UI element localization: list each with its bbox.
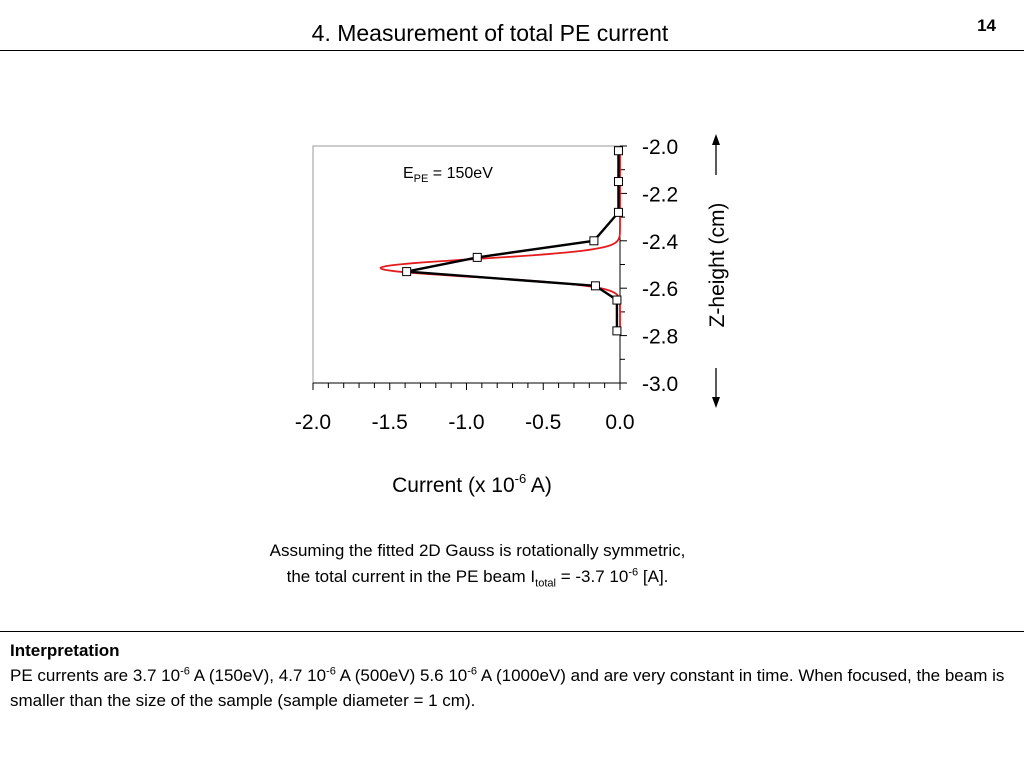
x-tick-label: -2.0 bbox=[295, 411, 331, 434]
data-point-marker bbox=[612, 295, 622, 305]
x-tick-label: -1.0 bbox=[448, 411, 484, 434]
data-point-marker bbox=[613, 177, 623, 187]
data-point-marker bbox=[590, 281, 600, 291]
interpretation-text: PE currents are 3.7 10-6 A (150eV), 4.7 … bbox=[10, 665, 1005, 710]
x-tick-label: -0.5 bbox=[525, 411, 561, 434]
z-axis-arrow-up bbox=[712, 134, 720, 175]
y-tick-label: -2.6 bbox=[642, 278, 678, 301]
interpretation-divider bbox=[0, 631, 1024, 632]
y-tick-label: -2.2 bbox=[642, 183, 678, 206]
z-axis-arrow-down bbox=[712, 368, 720, 408]
caption-line-2: the total current in the PE beam Itotal … bbox=[286, 566, 669, 590]
title-divider bbox=[0, 50, 1024, 51]
data-point-marker bbox=[589, 236, 599, 246]
interpretation-heading: Interpretation bbox=[10, 641, 120, 660]
data-point-marker bbox=[402, 267, 412, 277]
x-axis: -2.0 -1.5 -1.0 -0.5 0.0 bbox=[295, 382, 635, 434]
pe-current-chart: -2.0 -1.5 -1.0 -0.5 0.0 -2.0 -2.2 -2.4 -2.6 -2.8… bbox=[295, 134, 729, 497]
page-number: 14 bbox=[977, 16, 996, 35]
data-point-marker bbox=[612, 326, 622, 336]
y-tick-label: -3.0 bbox=[642, 373, 678, 396]
slide-title: 4. Measurement of total PE current bbox=[311, 20, 669, 46]
data-layer bbox=[402, 146, 623, 336]
result-caption: Assuming the fitted 2D Gauss is rotation… bbox=[0, 538, 955, 590]
caption-line-1: Assuming the fitted 2D Gauss is rotation… bbox=[269, 541, 686, 560]
y-axis-title: Z-height (cm) bbox=[706, 203, 729, 328]
x-tick-label: -1.5 bbox=[372, 411, 408, 434]
energy-annotation: EPE = 150eV bbox=[403, 165, 493, 185]
y-tick-label: -2.4 bbox=[642, 231, 679, 254]
interpretation-section: Interpretation PE currents are 3.7 10-6 … bbox=[10, 638, 1010, 713]
x-axis-title: Current (x 10-6 A) bbox=[392, 471, 552, 497]
y-tick-label: -2.0 bbox=[642, 136, 678, 159]
data-point-marker bbox=[613, 207, 623, 217]
y-tick-label: -2.8 bbox=[642, 326, 678, 349]
y-axis: -2.0 -2.2 -2.4 -2.6 -2.8 -3.0 bbox=[619, 136, 679, 396]
x-tick-label: 0.0 bbox=[605, 411, 634, 434]
data-point-marker bbox=[613, 146, 623, 156]
data-point-marker bbox=[472, 252, 482, 262]
